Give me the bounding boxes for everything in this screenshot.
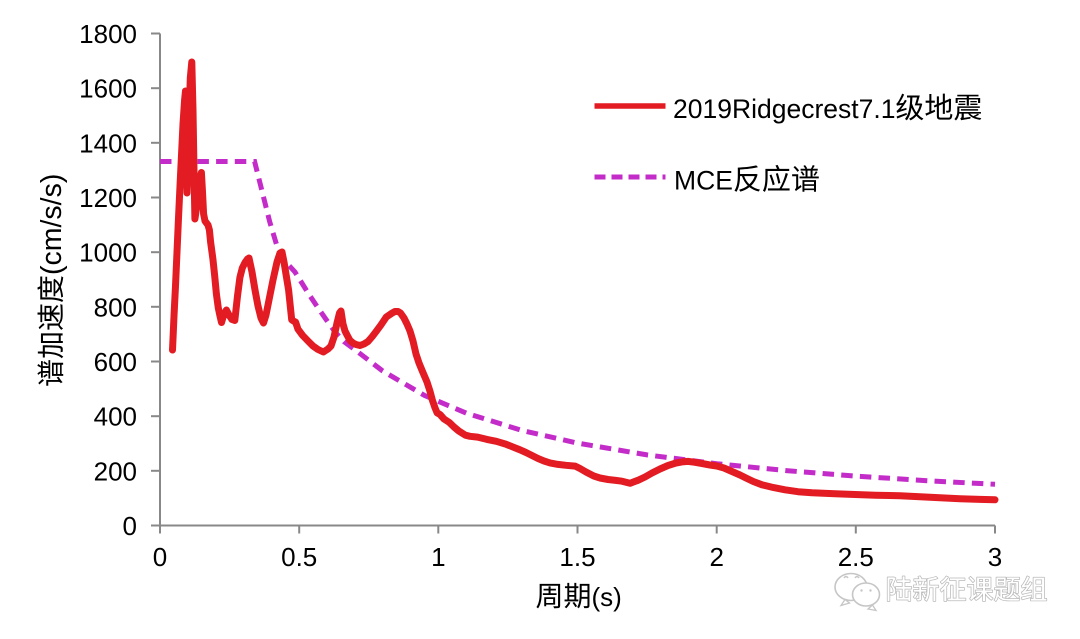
svg-text:1200: 1200	[79, 183, 137, 213]
svg-text:400: 400	[94, 402, 137, 432]
svg-text:2.5: 2.5	[838, 542, 874, 572]
svg-text:0: 0	[123, 511, 137, 541]
svg-text:200: 200	[94, 456, 137, 486]
svg-text:1000: 1000	[79, 238, 137, 268]
svg-text:(s): (s)	[592, 582, 622, 612]
svg-text:2: 2	[709, 542, 723, 572]
svg-text:0: 0	[153, 542, 167, 572]
svg-text:0.5: 0.5	[281, 542, 317, 572]
svg-text:(cm/s/s): (cm/s/s)	[36, 174, 68, 275]
svg-text:1: 1	[431, 542, 445, 572]
svg-text:3: 3	[988, 542, 1002, 572]
svg-text:1600: 1600	[79, 74, 137, 104]
svg-text:800: 800	[94, 292, 137, 322]
svg-text:1800: 1800	[79, 19, 137, 49]
svg-text:2019Ridgecrest7.1: 2019Ridgecrest7.1	[673, 94, 895, 124]
svg-text:MCE: MCE	[674, 166, 733, 196]
svg-text:1.5: 1.5	[559, 542, 595, 572]
svg-text:1400: 1400	[79, 128, 137, 158]
svg-text:600: 600	[94, 347, 137, 377]
